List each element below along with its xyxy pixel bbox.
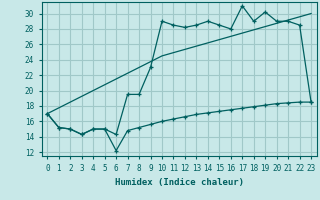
X-axis label: Humidex (Indice chaleur): Humidex (Indice chaleur) [115, 178, 244, 187]
